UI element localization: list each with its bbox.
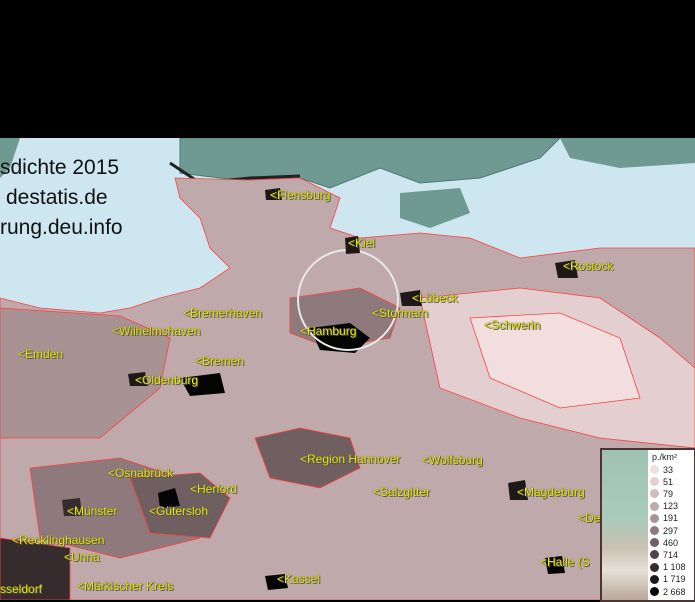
bremen-area	[180, 373, 225, 396]
legend-swatch	[650, 538, 659, 548]
legend-swatch	[650, 587, 659, 596]
city	[545, 556, 565, 574]
place-label[interactable]: <Lübeck	[412, 291, 458, 305]
city	[555, 260, 578, 278]
population-density-map[interactable]: sdichte 2015 destatis.de rung.deu.info <…	[0, 138, 695, 600]
legend-swatch	[650, 477, 659, 487]
legend-label: 33	[663, 464, 674, 475]
place-label[interactable]: <Salzgitter	[373, 485, 431, 499]
legend-item: 191	[650, 513, 678, 524]
map-source-line: destatis.de	[6, 186, 108, 209]
legend-item: 714	[650, 549, 678, 560]
legend-label: 1 719	[663, 574, 686, 585]
legend-label: 714	[663, 549, 679, 560]
danish-island	[400, 188, 470, 228]
place-label[interactable]: <Herford	[190, 482, 238, 496]
place-label[interactable]: <Kassel	[277, 572, 321, 586]
place-label[interactable]: <Gütersloh	[149, 504, 209, 518]
place-label[interactable]: <Flensburg	[270, 188, 331, 202]
place-label[interactable]: <Hamburg	[300, 324, 357, 338]
city	[128, 372, 148, 386]
density-legend: p./km² 33 51 79 123 191 297 460 714 1 108 1 719 2 …	[600, 448, 695, 602]
legend-label: 51	[663, 476, 674, 487]
city	[62, 498, 82, 516]
place-label[interactable]: <Münster	[67, 504, 118, 518]
place-label[interactable]: <Osnabrück	[108, 466, 174, 480]
legend-swatch	[650, 501, 659, 511]
place-label[interactable]: <Kiel	[348, 236, 376, 250]
city	[508, 480, 528, 500]
legend-item: 123	[650, 501, 678, 512]
district	[129, 472, 231, 539]
map-title-line-1: sdichte 2015	[0, 156, 120, 179]
legend-label: 2 668	[663, 586, 686, 597]
city	[158, 488, 180, 508]
place-label[interactable]: <Wolfsburg	[422, 453, 483, 467]
legend-item: 33	[650, 464, 673, 475]
legend-relief-image	[602, 450, 648, 600]
place-label[interactable]: sseldorf	[0, 582, 43, 596]
legend-item: 1 108	[650, 562, 686, 573]
place-label[interactable]: <Recklinghausen	[12, 533, 105, 547]
place-label[interactable]: <Unna	[64, 550, 100, 564]
black-header-area	[0, 0, 695, 138]
place-label[interactable]: <De	[578, 511, 601, 525]
map-shapes	[0, 138, 695, 600]
legend-swatch	[650, 465, 659, 474]
legend-item: 51	[650, 476, 673, 487]
legend-swatch	[650, 513, 659, 523]
place-label[interactable]: <Oldenburg	[135, 373, 199, 387]
legend-swatch	[650, 526, 659, 535]
map-website-line: rung.deu.info	[0, 216, 123, 239]
district	[0, 537, 71, 600]
legend-label: 297	[663, 525, 679, 536]
legend-swatch	[650, 562, 659, 572]
legend-swatch	[650, 574, 659, 584]
city	[265, 188, 282, 200]
legend-item: 297	[650, 525, 678, 536]
place-label[interactable]: <Märkischer Kreis	[77, 579, 174, 593]
legend-label: 1 108	[663, 562, 686, 573]
city	[400, 290, 422, 306]
district	[0, 307, 171, 439]
legend-swatch	[650, 489, 659, 499]
place-label[interactable]: <Halle (S	[540, 555, 590, 569]
city	[345, 236, 360, 254]
district	[469, 312, 641, 409]
legend-item: 460	[650, 537, 678, 548]
legend-item: 1 719	[650, 574, 686, 585]
legend-label: 123	[663, 501, 679, 512]
place-label[interactable]: <Stormarn	[372, 306, 429, 320]
legend-label: 191	[663, 513, 679, 524]
legend-label: 79	[663, 488, 674, 499]
legend-label: 460	[663, 537, 679, 548]
place-label[interactable]: <Magdeburg	[517, 485, 585, 499]
legend-unit: p./km²	[652, 452, 678, 462]
danish-island	[560, 138, 695, 168]
place-label[interactable]: <Bremen	[195, 354, 245, 368]
district	[254, 427, 361, 489]
legend-item: 2 668	[650, 586, 686, 597]
place-label[interactable]: <Schwerin	[484, 318, 541, 332]
place-label[interactable]: <Region Hannover	[300, 452, 401, 466]
legend-item: 79	[650, 488, 673, 499]
legend-swatch	[650, 550, 659, 560]
danish-island	[0, 138, 20, 178]
place-label[interactable]: <Emden	[18, 347, 64, 361]
place-label[interactable]: <Rostock	[563, 259, 614, 273]
place-label[interactable]: <Wilhelmshaven	[112, 324, 201, 338]
place-label[interactable]: <Bremerhaven	[183, 306, 263, 320]
city	[265, 574, 288, 590]
